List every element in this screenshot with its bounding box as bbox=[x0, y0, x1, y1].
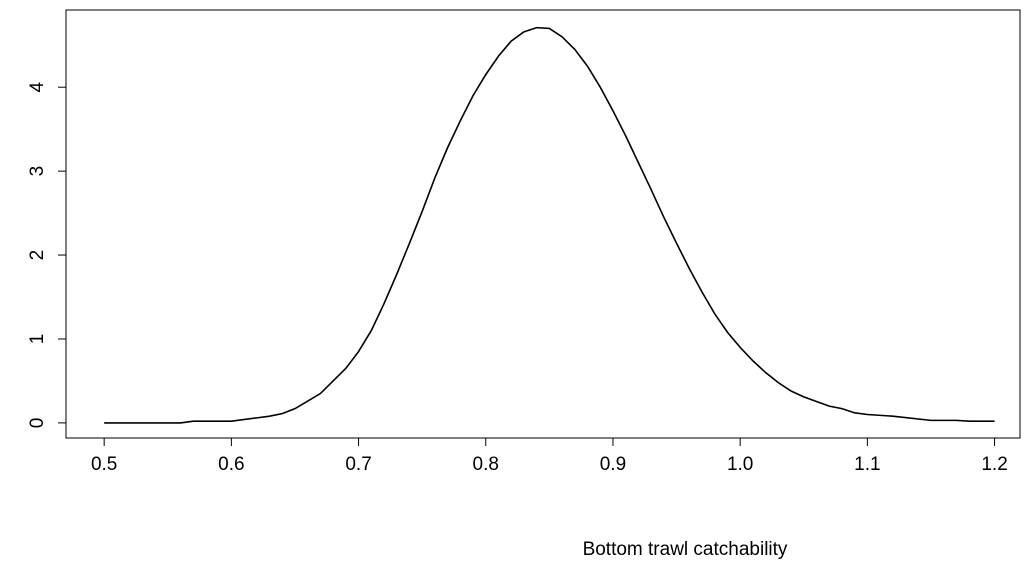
plot-frame bbox=[65, 9, 1021, 439]
x-axis-label: Bottom trawl catchability bbox=[583, 539, 788, 560]
x-tick-label: 0.5 bbox=[91, 454, 117, 475]
x-tick-label: 1.0 bbox=[727, 454, 753, 475]
x-tick-label: 0.7 bbox=[345, 454, 371, 475]
x-tick-label: 1.2 bbox=[981, 454, 1007, 475]
y-tick-label: 0 bbox=[27, 418, 48, 429]
x-tick-label: 1.1 bbox=[854, 454, 880, 475]
x-tick-label: 0.6 bbox=[218, 454, 244, 475]
x-tick-label: 0.8 bbox=[473, 454, 499, 475]
y-tick-label: 1 bbox=[27, 334, 48, 345]
x-tick-label: 0.9 bbox=[600, 454, 626, 475]
y-tick-label: 4 bbox=[27, 81, 48, 92]
density-line bbox=[104, 26, 995, 424]
y-tick-label: 3 bbox=[27, 166, 48, 177]
y-tick-label: 2 bbox=[27, 250, 48, 261]
